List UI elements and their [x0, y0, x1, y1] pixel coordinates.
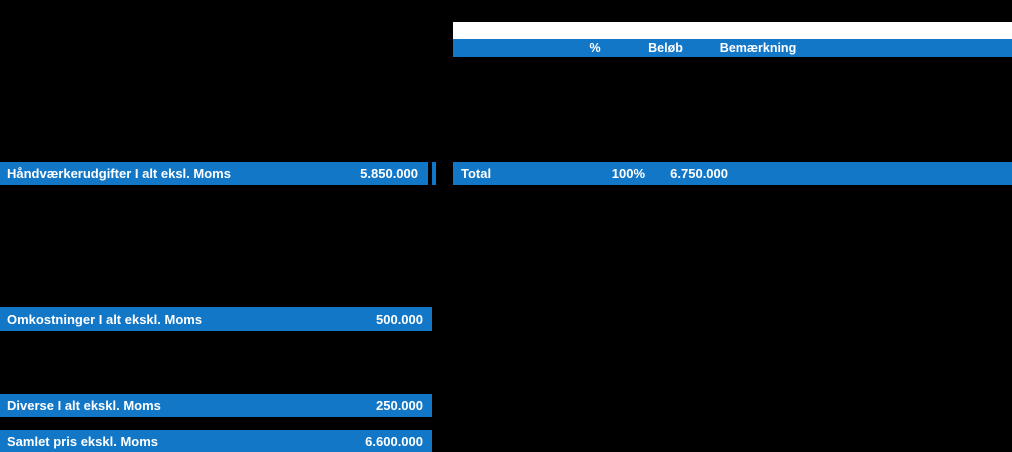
summary-row-handvaerker[interactable]: Håndværkerudgifter I alt eksl. Moms 5.85…: [0, 162, 428, 185]
summary-row-label: Håndværkerudgifter I alt eksl. Moms: [7, 166, 231, 181]
summary-row-label: Diverse I alt ekskl. Moms: [7, 398, 161, 413]
summary-row-samlet-pris[interactable]: Samlet pris ekskl. Moms 6.600.000: [0, 430, 432, 452]
summary-row-omkostninger[interactable]: Omkostninger I alt ekskl. Moms 500.000: [0, 307, 432, 331]
summary-row-sliver-cell[interactable]: [432, 162, 436, 185]
summary-row-value: 5.850.000: [360, 166, 418, 181]
breakdown-table: % Beløb Bemærkning Total 100% 6.750.000: [453, 0, 1012, 452]
total-percent-value: 100%: [611, 166, 645, 181]
summary-row-diverse[interactable]: Diverse I alt ekskl. Moms 250.000: [0, 394, 432, 417]
header-amount[interactable]: Beløb: [648, 41, 683, 55]
breakdown-header-row: % Beløb Bemærkning: [453, 39, 1012, 57]
summary-row-value: 250.000: [376, 398, 423, 413]
summary-row-label: Samlet pris ekskl. Moms: [7, 433, 159, 449]
breakdown-total-row[interactable]: Total 100% 6.750.000: [453, 162, 1012, 185]
summary-row-label: Omkostninger I alt ekskl. Moms: [7, 311, 203, 327]
total-label: Total: [461, 166, 492, 181]
summary-row-value: 6.600.000: [365, 433, 423, 449]
header-percent[interactable]: %: [589, 41, 601, 55]
header-remark[interactable]: Bemærkning: [719, 41, 797, 55]
total-amount-value: 6.750.000: [670, 166, 728, 181]
breakdown-title-row[interactable]: [453, 22, 1012, 39]
summary-row-value: 500.000: [376, 311, 423, 327]
